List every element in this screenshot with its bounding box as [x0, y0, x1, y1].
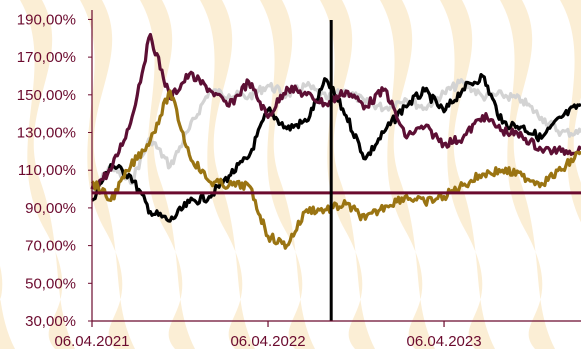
background-stripe [320, 0, 375, 349]
chart-axes: 30,00% 50,00% 70,00% 90,00% 110,00% 130,00% 15… [17, 10, 581, 349]
series-line-4 [90, 89, 581, 250]
series-line-1 [90, 78, 581, 194]
background-stripe [380, 0, 435, 349]
x-tick-label: 06.04.2023 [407, 333, 482, 349]
background-stripe [20, 0, 75, 349]
background-stripe [560, 0, 581, 222]
y-tick-label: 90,00% [25, 200, 76, 217]
chart-marks [90, 20, 581, 321]
y-tick-label: 170,00% [17, 49, 76, 66]
y-tick-label: 130,00% [17, 125, 76, 142]
background-stripe [200, 0, 255, 349]
y-tick-label: 30,00% [25, 313, 76, 330]
background-stripe [140, 0, 195, 349]
background-stripe [80, 0, 135, 349]
background-stripe [500, 0, 555, 349]
y-tick-label: 70,00% [25, 238, 76, 255]
x-tick-label: 06.04.2022 [230, 333, 305, 349]
y-tick-label: 50,00% [25, 275, 76, 292]
y-tick-label: 110,00% [18, 162, 76, 179]
y-tick-label: 150,00% [17, 87, 76, 104]
background-stripe [0, 267, 15, 349]
y-tick-label: 190,00% [17, 11, 76, 28]
background-stripe [260, 0, 315, 349]
x-tick-label: 06.04.2021 [54, 333, 129, 349]
series-line-3 [90, 32, 581, 190]
